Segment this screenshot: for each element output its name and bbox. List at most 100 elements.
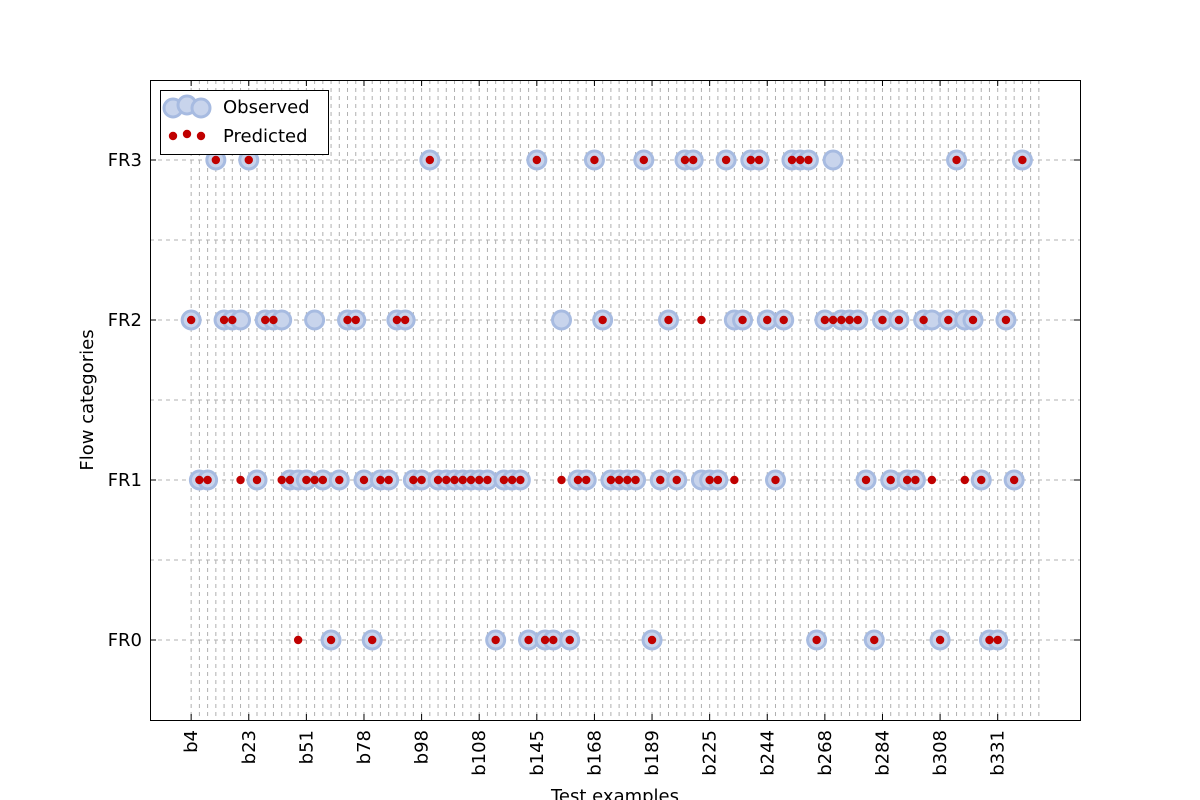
predicted-point (507, 475, 517, 485)
predicted-point (219, 315, 229, 325)
predicted-point (195, 475, 204, 485)
predicted-point (1009, 475, 1019, 485)
predicted-point (433, 475, 443, 485)
y-tick-label: FR0 (108, 630, 142, 651)
x-tick-label: b23 (239, 730, 260, 764)
predicted-point (285, 475, 295, 485)
predicted-point (384, 475, 393, 485)
predicted-point (623, 475, 632, 485)
predicted-point (516, 475, 525, 485)
legend-observed-markers (162, 94, 212, 119)
predicted-point (203, 475, 212, 485)
observed-point (304, 309, 326, 331)
predicted-point (919, 315, 928, 325)
predicted-point (886, 475, 895, 485)
y-tick-label: FR2 (108, 310, 142, 331)
predicted-point (804, 155, 813, 165)
predicted-point (935, 635, 945, 645)
x-tick-label: b78 (354, 730, 375, 764)
predicted-point (450, 475, 459, 485)
x-tick-label: b168 (584, 730, 605, 776)
predicted-point (359, 475, 369, 485)
predicted-point (392, 315, 402, 325)
predicted-point (639, 155, 649, 165)
predicted-point (409, 475, 418, 485)
x-tick-label: b268 (815, 730, 836, 776)
axis-ticks: FR0 FR1 FR2 FR3 b4 b23 b51 b78 b98 b108 b145 b168 b1… (108, 80, 1080, 776)
predicted-point (927, 475, 937, 485)
predicted-point (376, 475, 385, 485)
predicted-point (944, 315, 953, 325)
predicted-point (400, 315, 410, 325)
plot-frame (150, 80, 1081, 721)
predicted-point (779, 315, 788, 325)
predicted-point (326, 635, 336, 645)
predicted-point (763, 315, 772, 325)
predicted-point (614, 475, 624, 485)
predicted-point (878, 315, 887, 325)
predicted-point (960, 475, 969, 485)
predicted-point (680, 155, 690, 165)
predicted-point (277, 475, 286, 485)
predicted-point (1001, 315, 1011, 325)
predicted-point (697, 315, 706, 325)
legend-predicted-marker (182, 129, 192, 139)
predicted-point (491, 635, 500, 645)
predicted-point (244, 155, 253, 165)
predicted-point (746, 155, 755, 165)
predicted-point (524, 635, 533, 645)
predicted-point (458, 475, 467, 485)
y-axis-label: Flow categories (77, 329, 98, 470)
predicted-point (318, 475, 328, 485)
predicted-point (664, 315, 673, 325)
grid-lines (150, 80, 1080, 720)
predicted-point (837, 315, 846, 325)
predicted-point (952, 155, 961, 165)
predicted-point (993, 635, 1002, 645)
x-tick-label: b4 (181, 730, 202, 753)
predicted-point (252, 475, 262, 485)
predicted-point (977, 475, 986, 485)
x-axis-label: Test examples (550, 786, 679, 800)
predicted-point (590, 155, 599, 165)
predicted-point (466, 475, 476, 485)
legend-label-observed: Observed (223, 97, 310, 118)
predicted-point (565, 635, 574, 645)
predicted-point (228, 315, 237, 325)
legend-predicted-marker (196, 131, 206, 141)
x-tick-label: b331 (988, 730, 1009, 776)
predicted-point (656, 475, 665, 485)
predicted-point (581, 475, 591, 485)
y-tick-label: FR1 (108, 470, 142, 491)
predicted-point (853, 315, 862, 325)
predicted-point (532, 155, 542, 165)
x-tick-label: b98 (412, 730, 433, 764)
predicted-point (186, 315, 196, 325)
predicted-point (754, 155, 764, 165)
legend-predicted-marker (168, 131, 178, 141)
predicted-point (483, 475, 492, 485)
y-tick-label: FR3 (108, 150, 142, 171)
predicted-point (771, 475, 780, 485)
predicted-point (845, 315, 854, 325)
observed-point (551, 309, 573, 331)
x-tick-label: b145 (527, 730, 548, 776)
x-tick-label: b108 (469, 730, 490, 776)
predicted-point (730, 475, 739, 485)
predicted-point (672, 475, 681, 485)
predicted-point (293, 635, 303, 645)
predicted-point (1018, 155, 1027, 165)
predicted-point (870, 635, 879, 645)
predicted-point (540, 635, 550, 645)
series-layer (180, 149, 1033, 651)
predicted-point (236, 475, 245, 485)
predicted-point (902, 475, 912, 485)
predicted-point (631, 475, 640, 485)
predicted-point (647, 635, 657, 645)
predicted-point (310, 475, 319, 485)
predicted-point (828, 315, 838, 325)
predicted-point (598, 315, 607, 325)
predicted-point (368, 635, 377, 645)
predicted-point (721, 155, 731, 165)
